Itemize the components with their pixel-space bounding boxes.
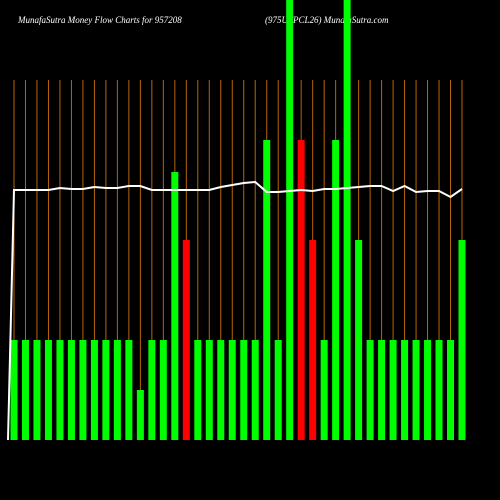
bar xyxy=(159,340,167,440)
bar xyxy=(125,340,133,440)
bar xyxy=(240,340,248,440)
bar xyxy=(10,340,18,440)
bar xyxy=(33,340,41,440)
bar xyxy=(194,340,202,440)
bar xyxy=(263,140,271,440)
bar xyxy=(171,172,179,440)
bar xyxy=(297,140,305,440)
bar xyxy=(67,340,75,440)
bar xyxy=(366,340,374,440)
bar xyxy=(79,340,87,440)
money-flow-line xyxy=(7,180,463,440)
bar xyxy=(309,240,317,440)
bar xyxy=(435,340,443,440)
bar xyxy=(56,340,64,440)
bar xyxy=(355,240,363,440)
chart-subtitle: (975UTPCL26) MunafaSutra.com xyxy=(265,15,389,25)
bar xyxy=(182,240,190,440)
bar xyxy=(286,0,294,440)
bar xyxy=(136,390,144,440)
bar xyxy=(102,340,110,440)
bar xyxy=(412,340,420,440)
chart-title: MunafaSutra Money Flow Charts for 957208 xyxy=(17,15,182,25)
bar xyxy=(90,340,98,440)
bar xyxy=(458,240,466,440)
bar xyxy=(320,340,328,440)
bar xyxy=(343,0,351,440)
bar xyxy=(401,340,409,440)
bar xyxy=(389,340,397,440)
bar xyxy=(447,340,455,440)
bar xyxy=(44,340,52,440)
bar xyxy=(274,340,282,440)
bar xyxy=(113,340,121,440)
bar xyxy=(378,340,386,440)
bar xyxy=(205,340,213,440)
bar xyxy=(332,140,340,440)
bar xyxy=(251,340,259,440)
bar xyxy=(148,340,156,440)
bar xyxy=(424,340,432,440)
bar xyxy=(21,340,29,440)
bar xyxy=(217,340,225,440)
bar xyxy=(228,340,236,440)
plot-area xyxy=(7,0,466,440)
